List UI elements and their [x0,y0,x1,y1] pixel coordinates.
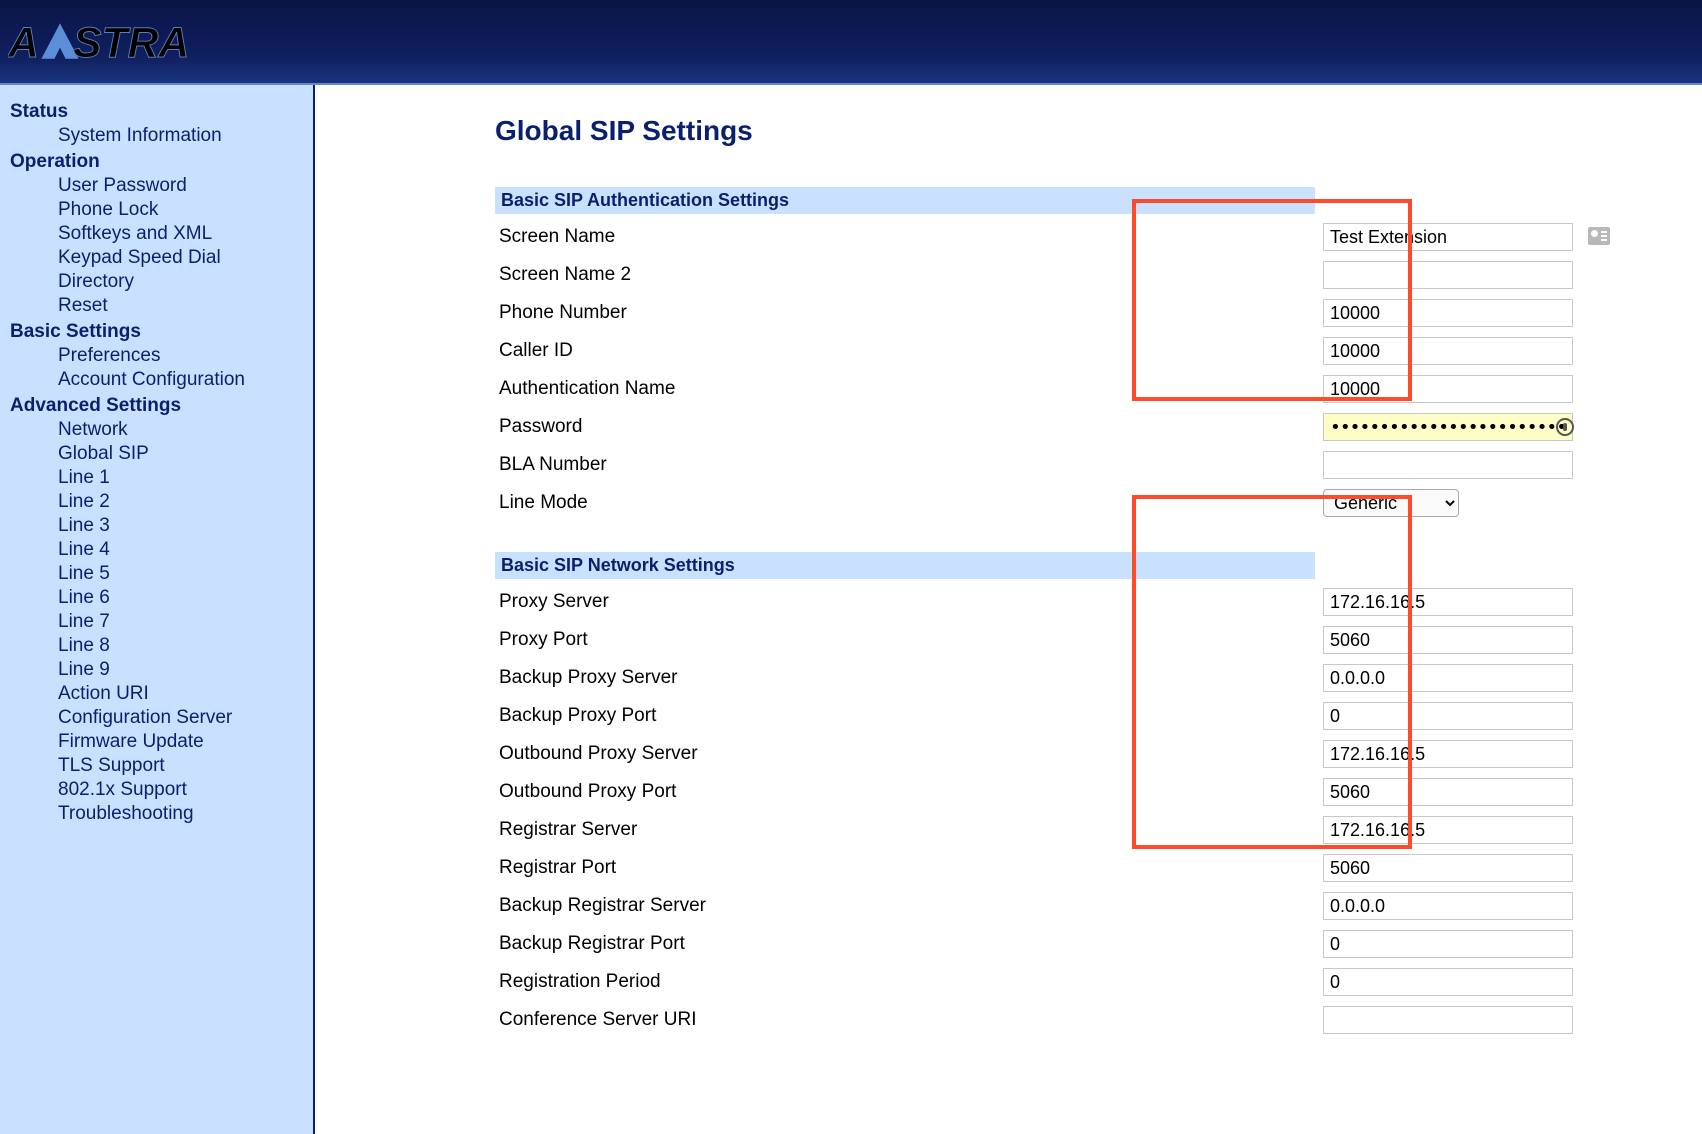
backup-registrar-port-input[interactable] [1323,930,1573,958]
nav-item[interactable]: TLS Support [58,755,303,777]
auth-name-label: Authentication Name [495,378,1323,400]
outbound-proxy-input[interactable] [1323,740,1573,768]
nav-section[interactable]: Advanced Settings [10,395,303,417]
password-label: Password [495,416,1323,438]
backup-registrar-port-label: Backup Registrar Port [495,933,1323,955]
nav-item[interactable]: Account Configuration [58,369,303,391]
nav-item[interactable]: 802.1x Support [58,779,303,801]
caller-id-input[interactable] [1323,337,1573,365]
nav-item[interactable]: Directory [58,271,303,293]
screen-name-label: Screen Name [495,226,1323,248]
outbound-proxy-port-label: Outbound Proxy Port [495,781,1323,803]
nav-item[interactable]: Line 4 [58,539,303,561]
registrar-server-label: Registrar Server [495,819,1323,841]
svg-text:A: A [8,18,39,66]
nav-item[interactable]: Phone Lock [58,199,303,221]
nav-item[interactable]: Reset [58,295,303,317]
screen-name-2-label: Screen Name 2 [495,264,1323,286]
main-content: Global SIP Settings Basic SIP Authentica… [315,85,1702,1134]
nav-item[interactable]: Line 9 [58,659,303,681]
screen-name-2-input[interactable] [1323,261,1573,289]
screen-name-input[interactable] [1323,223,1573,251]
line-mode-select[interactable]: Generic [1323,489,1459,517]
nav-item[interactable]: Firmware Update [58,731,303,753]
registration-period-input[interactable] [1323,968,1573,996]
nav-item[interactable]: Line 8 [58,635,303,657]
contact-icon[interactable] [1588,227,1610,245]
nav-section[interactable]: Status [10,101,303,123]
aastra-logo: A STRA [8,13,268,71]
header: A STRA [0,0,1702,85]
outbound-proxy-label: Outbound Proxy Server [495,743,1323,765]
caller-id-label: Caller ID [495,340,1323,362]
proxy-port-label: Proxy Port [495,629,1323,651]
nav-item[interactable]: Softkeys and XML [58,223,303,245]
nav-section[interactable]: Basic Settings [10,321,303,343]
nav-item[interactable]: Configuration Server [58,707,303,729]
backup-registrar-server-label: Backup Registrar Server [495,895,1323,917]
network-form: Proxy Server Proxy Port Backup Proxy Ser… [495,583,1580,1039]
backup-proxy-port-label: Backup Proxy Port [495,705,1323,727]
nav-item[interactable]: Line 6 [58,587,303,609]
nav-item[interactable]: Global SIP [58,443,303,465]
outbound-proxy-port-input[interactable] [1323,778,1573,806]
password-input[interactable] [1323,413,1573,441]
key-icon[interactable] [1556,418,1574,436]
network-section-header: Basic SIP Network Settings [495,552,1315,579]
auth-form: Screen Name Screen Name 2 Phone Number C… [495,218,1580,522]
registrar-server-input[interactable] [1323,816,1573,844]
auth-name-input[interactable] [1323,375,1573,403]
backup-proxy-port-input[interactable] [1323,702,1573,730]
nav-section[interactable]: Operation [10,151,303,173]
nav-item[interactable]: User Password [58,175,303,197]
bla-number-label: BLA Number [495,454,1323,476]
conference-server-uri-label: Conference Server URI [495,1009,1323,1031]
nav-item[interactable]: Action URI [58,683,303,705]
nav-item[interactable]: System Information [58,125,303,147]
nav-item[interactable]: Line 2 [58,491,303,513]
backup-proxy-server-label: Backup Proxy Server [495,667,1323,689]
backup-registrar-server-input[interactable] [1323,892,1573,920]
svg-text:STRA: STRA [73,18,189,66]
registrar-port-label: Registrar Port [495,857,1323,879]
auth-section-header: Basic SIP Authentication Settings [495,187,1315,214]
backup-proxy-server-input[interactable] [1323,664,1573,692]
conference-server-uri-input[interactable] [1323,1006,1573,1034]
line-mode-label: Line Mode [495,492,1323,514]
nav-item[interactable]: Preferences [58,345,303,367]
page-title: Global SIP Settings [495,115,1702,147]
nav-item[interactable]: Network [58,419,303,441]
phone-number-label: Phone Number [495,302,1323,324]
sidebar: StatusSystem Information OperationUser Pa… [0,85,315,1134]
nav-item[interactable]: Troubleshooting [58,803,303,825]
proxy-port-input[interactable] [1323,626,1573,654]
nav-item[interactable]: Line 7 [58,611,303,633]
nav-item[interactable]: Line 5 [58,563,303,585]
nav-item[interactable]: Keypad Speed Dial [58,247,303,269]
phone-number-input[interactable] [1323,299,1573,327]
nav-item[interactable]: Line 3 [58,515,303,537]
proxy-server-label: Proxy Server [495,591,1323,613]
bla-number-input[interactable] [1323,451,1573,479]
proxy-server-input[interactable] [1323,588,1573,616]
registration-period-label: Registration Period [495,971,1323,993]
registrar-port-input[interactable] [1323,854,1573,882]
nav-item[interactable]: Line 1 [58,467,303,489]
